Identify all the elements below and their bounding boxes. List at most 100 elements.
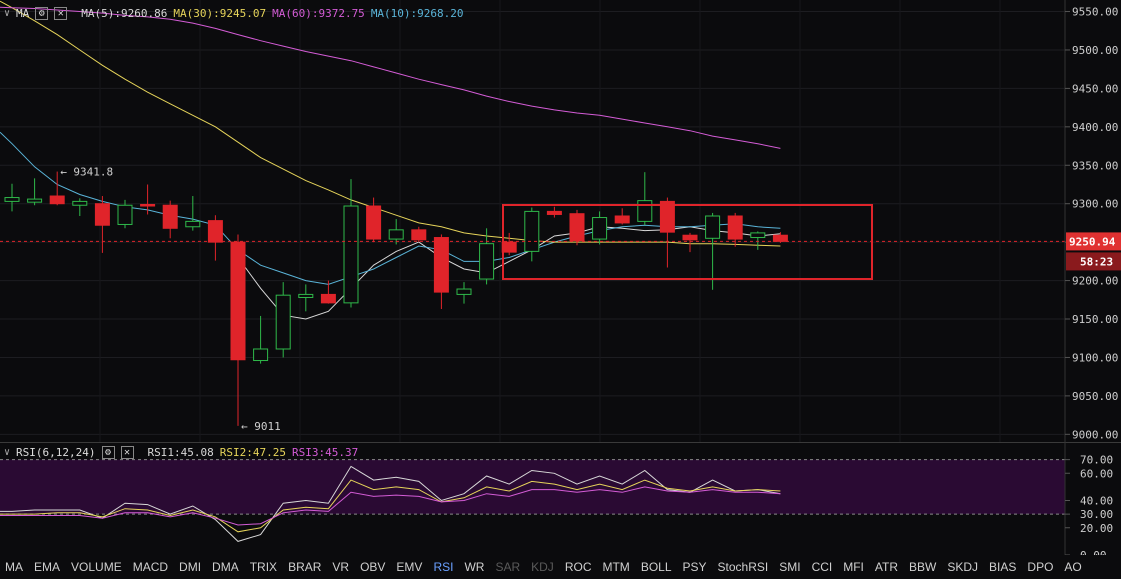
- candle-body: [501, 241, 517, 253]
- candle[interactable]: [94, 196, 110, 253]
- candle[interactable]: [569, 209, 585, 246]
- tab-trix[interactable]: TRIX: [249, 560, 278, 574]
- candle[interactable]: [185, 196, 201, 231]
- candle[interactable]: [479, 228, 495, 285]
- candle[interactable]: [614, 208, 630, 225]
- tab-mtm[interactable]: MTM: [602, 560, 630, 574]
- tab-emv[interactable]: EMV: [396, 560, 423, 574]
- candle[interactable]: [750, 231, 766, 250]
- candle[interactable]: [207, 215, 223, 261]
- tab-boll[interactable]: BOLL: [640, 560, 672, 574]
- candle[interactable]: [456, 282, 472, 304]
- candle[interactable]: [411, 226, 427, 243]
- candle[interactable]: [4, 183, 20, 212]
- candle[interactable]: [275, 282, 291, 358]
- tab-macd[interactable]: MACD: [132, 560, 169, 574]
- candle-body: [705, 215, 721, 239]
- tab-cci[interactable]: CCI: [811, 560, 833, 574]
- tab-kdj[interactable]: KDJ: [531, 560, 554, 574]
- candle[interactable]: [659, 197, 675, 268]
- tab-roc[interactable]: ROC: [564, 560, 592, 574]
- candle-body: [140, 203, 156, 207]
- candle[interactable]: [140, 184, 156, 215]
- ma-line-ma60: [0, 6, 781, 149]
- candle-body: [614, 215, 630, 224]
- candle[interactable]: [298, 284, 314, 312]
- candle[interactable]: [433, 234, 449, 310]
- price-tick-label: 9300.00: [1072, 198, 1118, 211]
- candle[interactable]: [682, 232, 698, 253]
- settings-gear-icon[interactable]: ⚙: [101, 446, 115, 459]
- candle[interactable]: [162, 200, 178, 239]
- candle-body: [275, 294, 291, 350]
- candle[interactable]: [320, 280, 336, 304]
- rsi-value-1: RSI2:47.25: [219, 446, 286, 459]
- price-axis[interactable]: 9550.00 9500.00 9450.00 9400.00 9350.00 9300.…: [1065, 6, 1121, 442]
- candle-body: [298, 293, 314, 298]
- tab-sar[interactable]: SAR: [495, 560, 521, 574]
- candle[interactable]: [366, 197, 382, 243]
- tab-bbw[interactable]: BBW: [909, 560, 937, 574]
- tab-stochrsi[interactable]: StochRSI: [717, 560, 769, 574]
- candle[interactable]: [343, 179, 359, 308]
- tab-obv[interactable]: OBV: [360, 560, 386, 574]
- tab-wr[interactable]: WR: [464, 560, 485, 574]
- close-icon[interactable]: ✕: [54, 7, 68, 20]
- candle[interactable]: [49, 171, 65, 206]
- candle[interactable]: [72, 198, 88, 217]
- tab-ma[interactable]: MA: [5, 560, 23, 574]
- tab-atr[interactable]: ATR: [874, 560, 899, 574]
- tab-mfi[interactable]: MFI: [843, 560, 864, 574]
- current-price-badge: [1066, 232, 1121, 251]
- collapse-chevron-icon[interactable]: ∨: [4, 8, 11, 19]
- price-chart-panel[interactable]: ← 9341.8 ← 9011 9550.00 9500.00 9450.00 9400…: [0, 0, 1121, 442]
- ma-value-0: MA(5):9260.86: [81, 7, 168, 20]
- candle-body: [94, 203, 110, 226]
- tab-dpo[interactable]: DPO: [1027, 560, 1054, 574]
- settings-gear-icon[interactable]: ⚙: [35, 7, 49, 20]
- tab-bias[interactable]: BIAS: [989, 560, 1017, 574]
- candle[interactable]: [27, 178, 43, 206]
- candle-body: [117, 204, 133, 225]
- candle[interactable]: [705, 212, 721, 290]
- candle-body: [659, 200, 675, 233]
- ma-value-1: MA(30):9245.07: [173, 7, 267, 20]
- collapse-chevron-icon[interactable]: ∨: [4, 447, 11, 458]
- candle-body: [253, 348, 269, 362]
- price-tick-label: 9450.00: [1072, 82, 1118, 95]
- tab-brar[interactable]: BRAR: [288, 560, 322, 574]
- tab-dmi[interactable]: DMI: [179, 560, 202, 574]
- price-tick-label: 9150.00: [1072, 313, 1118, 326]
- candle[interactable]: [117, 199, 133, 229]
- candle-body: [411, 229, 427, 241]
- close-icon[interactable]: ✕: [120, 446, 134, 459]
- rsi-tick-label: 60.00: [1080, 467, 1113, 480]
- rsi-value-0: RSI1:45.08: [147, 446, 214, 459]
- tab-psy[interactable]: PSY: [682, 560, 707, 574]
- tab-rsi[interactable]: RSI: [433, 560, 454, 574]
- sub-indicator-header: ∨ RSI(6,12,24) ⚙ ✕ RSI1:45.08 RSI2:47.25 R…: [4, 446, 370, 459]
- tab-vr[interactable]: VR: [332, 560, 350, 574]
- high-annotation: ← 9341.8: [60, 166, 113, 179]
- candle[interactable]: [388, 219, 404, 245]
- tab-volume[interactable]: VOLUME: [71, 560, 122, 574]
- low-annotation: ← 9011: [241, 420, 281, 433]
- rsi-line-rsi1: [0, 465, 781, 542]
- tab-ao[interactable]: AO: [1064, 560, 1082, 574]
- tab-smi[interactable]: SMI: [779, 560, 801, 574]
- selection-rectangle[interactable]: [502, 204, 873, 280]
- rsi-tick-label: 0.00: [1080, 549, 1107, 555]
- candle[interactable]: [727, 212, 743, 247]
- candle-body: [4, 197, 20, 202]
- candle[interactable]: [230, 234, 246, 426]
- tab-dma[interactable]: DMA: [212, 560, 239, 574]
- candle-body: [207, 220, 223, 243]
- candle[interactable]: [592, 211, 608, 245]
- candle[interactable]: [253, 315, 269, 364]
- tab-skdj[interactable]: SKDJ: [947, 560, 979, 574]
- tab-ema[interactable]: EMA: [34, 560, 61, 574]
- price-tick-label: 9100.00: [1072, 351, 1118, 364]
- candle[interactable]: [546, 206, 562, 218]
